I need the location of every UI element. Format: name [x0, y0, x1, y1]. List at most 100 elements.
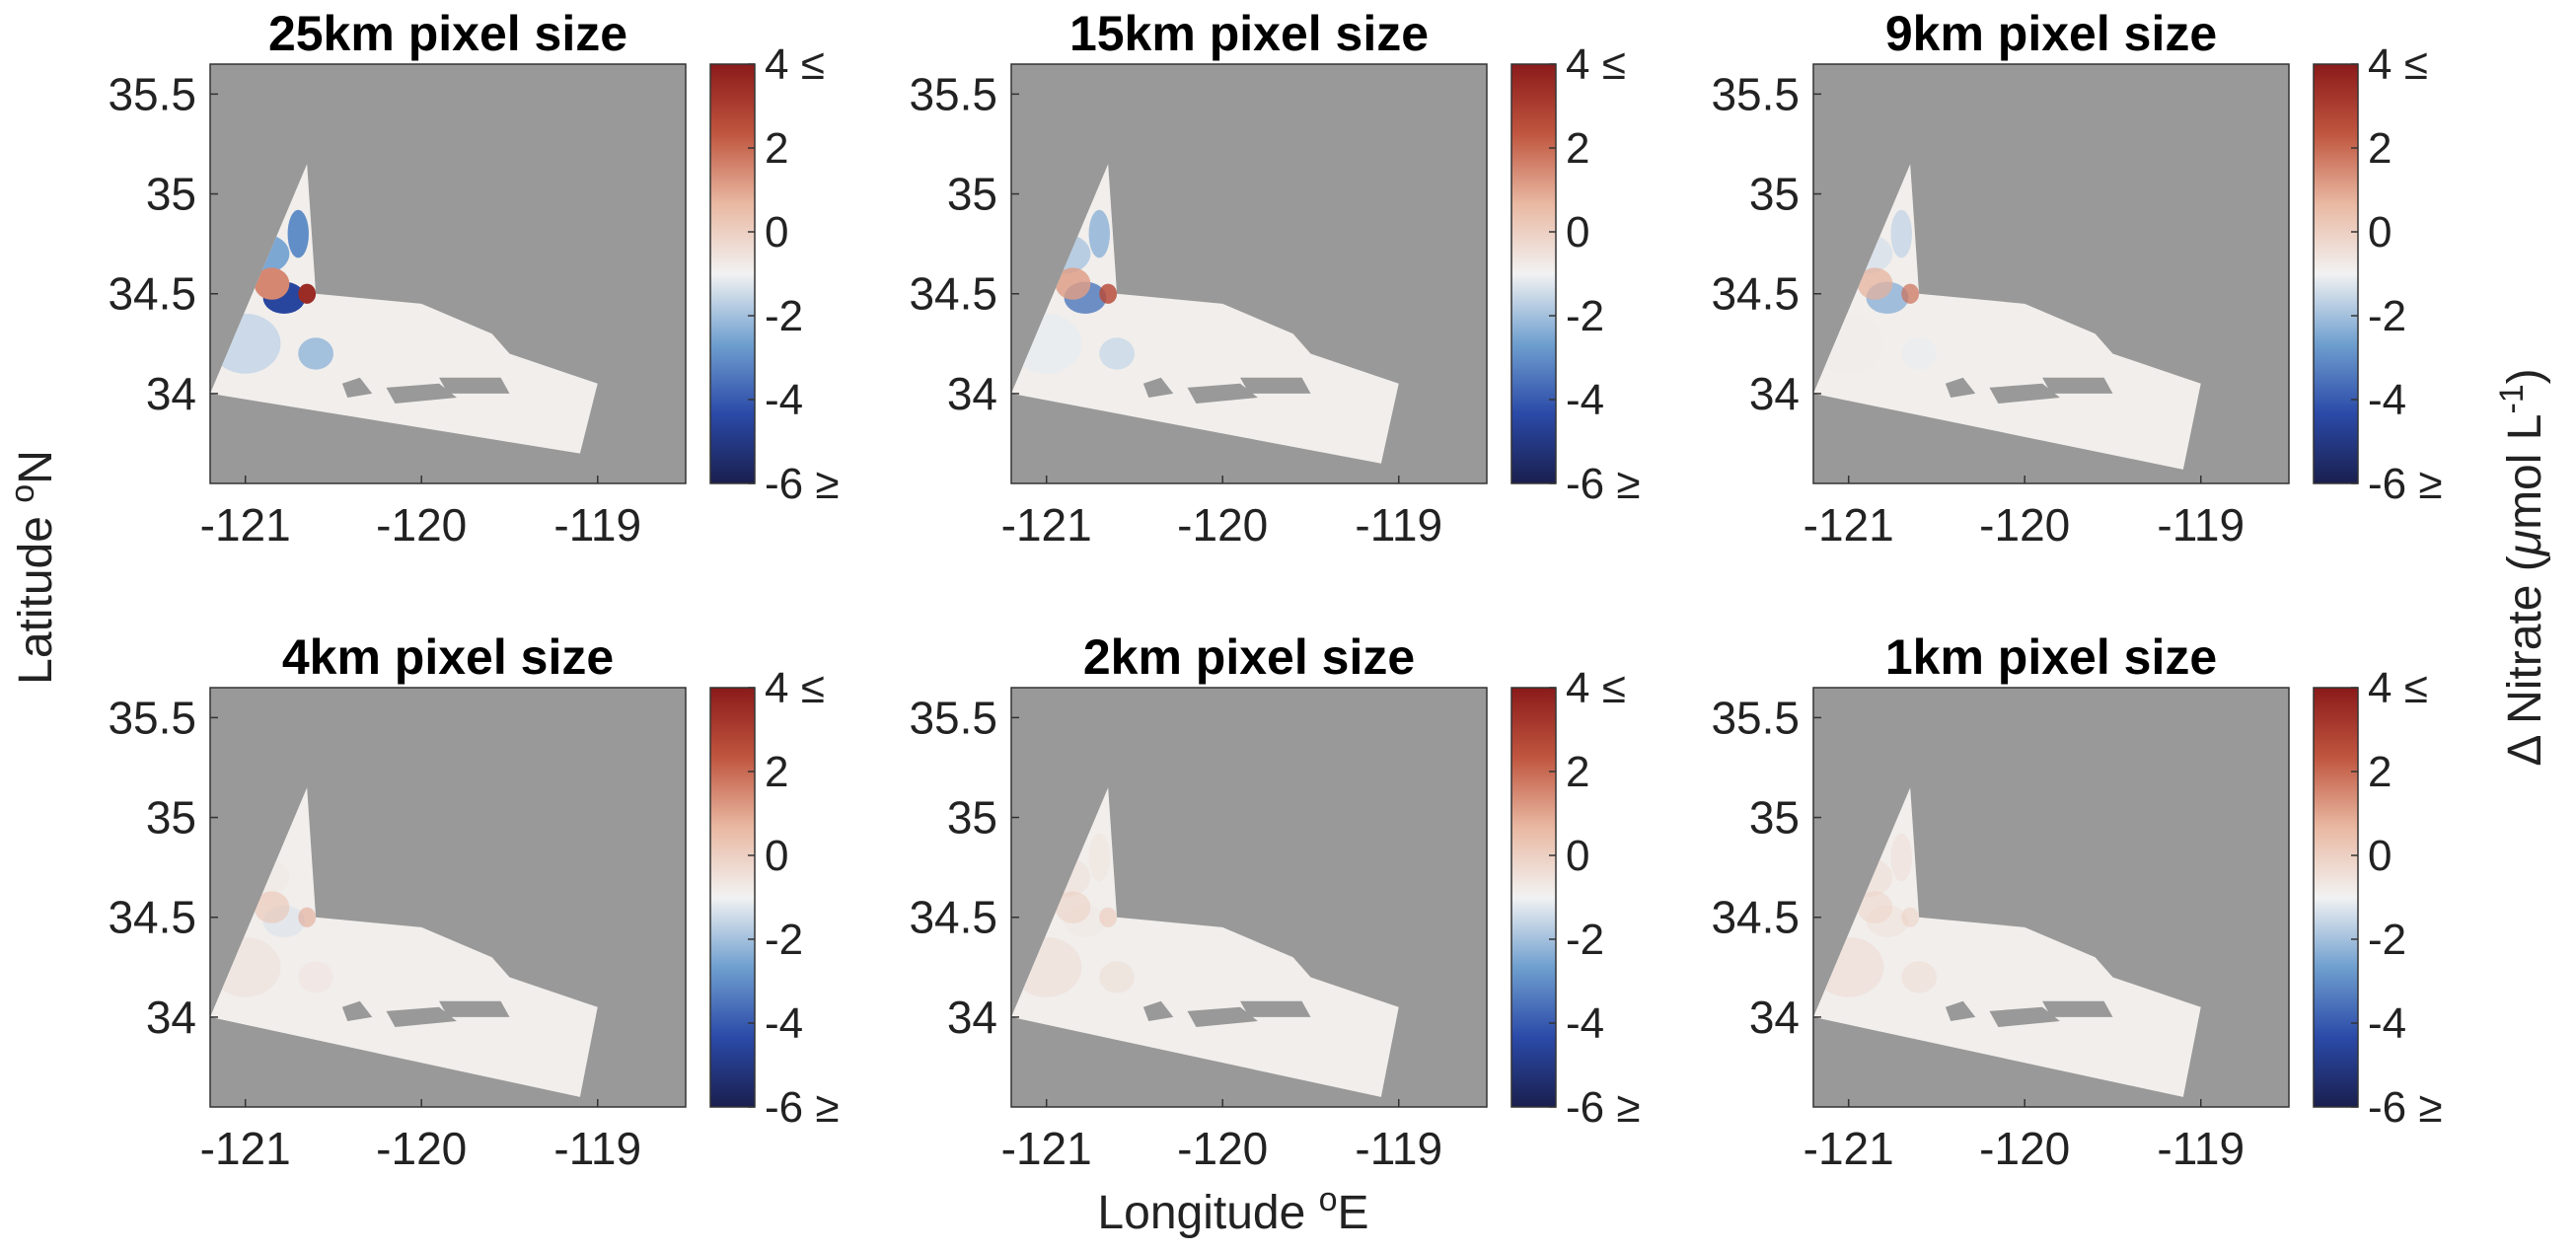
colorbar-tick-label: -2	[1566, 292, 1604, 340]
island	[1240, 377, 1311, 394]
y-tick-label: 35.5	[909, 68, 997, 119]
y-tick-label: 35	[146, 169, 196, 220]
x-tick-label: -121	[1803, 499, 1894, 551]
colorbar-label-sup: -1	[2493, 384, 2531, 413]
y-tick-label: 34.5	[909, 268, 997, 320]
y-axis-label-main: Latitude	[10, 503, 62, 685]
colorbar	[709, 63, 756, 484]
y-tick-label: 34	[146, 368, 196, 419]
colorbar-tick-label: 2	[765, 124, 788, 173]
island	[1187, 383, 1258, 405]
anomaly-patch	[1055, 891, 1091, 923]
island	[2042, 1000, 2113, 1017]
island	[1989, 383, 2060, 405]
island	[2042, 377, 2113, 394]
island	[1142, 1000, 1174, 1021]
anomaly-patch	[1088, 209, 1110, 258]
x-tick-label: -120	[1979, 499, 2070, 551]
island	[1945, 377, 1976, 398]
axes-box	[209, 63, 687, 484]
x-tick-label: -121	[1803, 1123, 1894, 1174]
island	[341, 1000, 373, 1021]
colorbar-tick-label: -4	[1566, 999, 1604, 1048]
y-tick-label: 35	[1749, 169, 1800, 220]
panel-title: 1km pixel size	[1885, 629, 2217, 685]
colorbar-tick-label: 4 ≤	[1566, 664, 1626, 712]
y-axis-label: Latitude oN	[4, 450, 62, 685]
y-tick-label: 35	[947, 169, 997, 220]
colorbar-tick-label: -2	[2368, 916, 2406, 964]
axes-box	[1010, 687, 1488, 1108]
axes-box	[1812, 63, 2290, 484]
colorbar-tick-label: 4 ≤	[2368, 664, 2428, 712]
x-tick-label: -119	[2157, 499, 2245, 551]
anomaly-patch	[298, 337, 333, 370]
colorbar-tick-label: 2	[2368, 748, 2392, 796]
colorbar	[1510, 687, 1557, 1108]
anomaly-patch	[1064, 905, 1107, 937]
colorbar-tick-label: -4	[765, 376, 803, 424]
x-tick-label: -119	[1355, 499, 1442, 551]
colorbar-tick-label: 2	[765, 748, 788, 796]
anomaly-patch	[1099, 283, 1118, 304]
x-axis-label-tail: E	[1338, 1187, 1369, 1239]
anomaly-patch	[1099, 337, 1135, 370]
island	[1187, 1006, 1258, 1028]
model-domain	[1011, 787, 1399, 1097]
anomaly-patch	[1088, 833, 1110, 882]
y-tick-label: 35.5	[909, 692, 997, 743]
island	[386, 1006, 457, 1028]
colorbar-tick-label: -2	[2368, 292, 2406, 340]
colorbar-tick-label: 0	[765, 208, 788, 257]
colorbar-tick-label: -6 ≥	[765, 1083, 840, 1132]
x-tick-label: -119	[553, 499, 641, 551]
axes-box	[1010, 63, 1488, 484]
panel-title: 9km pixel size	[1885, 6, 2217, 61]
anomaly-group	[210, 209, 333, 374]
x-tick-label: -120	[1177, 1123, 1268, 1174]
x-tick-label: -120	[376, 1123, 467, 1174]
island	[1142, 377, 1174, 398]
x-axis-label-sup: o	[1319, 1181, 1338, 1218]
colorbar-label-mu: μ	[2499, 530, 2551, 557]
x-tick-label: -119	[1355, 1123, 1442, 1174]
x-tick-label: -119	[553, 1123, 641, 1174]
colorbar	[1510, 63, 1557, 484]
island	[1945, 1000, 1976, 1021]
y-axis-label-tail: N	[10, 450, 62, 484]
y-tick-label: 35.5	[1711, 692, 1800, 743]
anomaly-patch	[1099, 907, 1118, 927]
x-tick-label: -120	[376, 499, 467, 551]
anomaly-patch	[254, 891, 290, 923]
colorbar-tick-label: 0	[765, 832, 788, 880]
y-tick-label: 34.5	[909, 892, 997, 943]
colorbar	[709, 687, 756, 1108]
panels-group: 25km pixel size 34 34.5 35 35.5 -121 -120 -119 -…	[108, 6, 2442, 1174]
island	[439, 1000, 510, 1017]
island	[439, 377, 510, 394]
y-tick-label: 34	[947, 368, 997, 419]
anomaly-patch	[1901, 961, 1937, 994]
colorbar-tick-label: 0	[2368, 832, 2392, 880]
colorbar-tick-label: -4	[2368, 376, 2406, 424]
y-tick-label: 35.5	[1711, 68, 1800, 119]
anomaly-patch	[1866, 905, 1909, 937]
colorbar-tick-label: -6 ≥	[1566, 1083, 1641, 1132]
colorbar-tick-label: -6 ≥	[2368, 460, 2443, 508]
anomaly-patch	[1890, 833, 1912, 882]
anomaly-patch	[287, 833, 309, 882]
anomaly-patch	[298, 283, 317, 304]
axes-box	[1812, 687, 2290, 1108]
y-tick-label: 35	[1749, 792, 1800, 844]
colorbar	[2313, 63, 2359, 484]
anomaly-patch	[254, 267, 290, 300]
colorbar-tick-label: -6 ≥	[765, 460, 840, 508]
colorbar-tick-label: 4 ≤	[1566, 40, 1626, 89]
anomaly-patch	[1857, 891, 1893, 923]
y-tick-label: 34	[146, 992, 196, 1043]
y-axis-label-sup: o	[4, 484, 41, 503]
colorbar-tick-label: 4 ≤	[765, 40, 825, 89]
colorbar-tick-label: -6 ≥	[2368, 1083, 2443, 1132]
x-axis-label: Longitude oE	[1097, 1181, 1368, 1239]
